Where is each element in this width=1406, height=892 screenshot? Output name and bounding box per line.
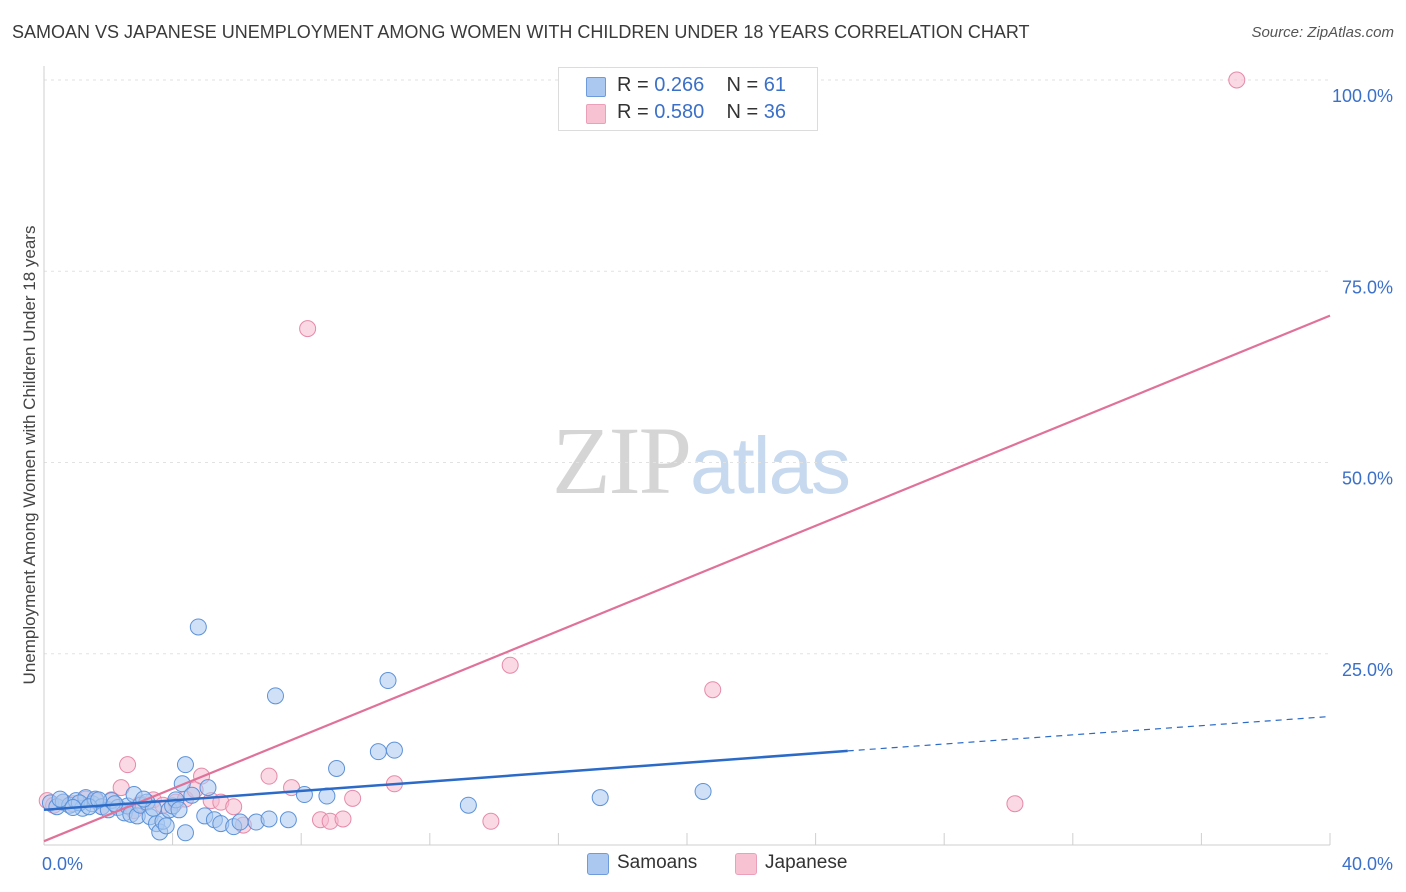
watermark: ZIPatlas xyxy=(552,405,851,516)
samoan-point xyxy=(328,760,346,777)
tick-labels: 25.0% 50.0% 75.0% 100.0% 0.0% 40.0% xyxy=(42,86,1393,874)
n-value: 61 xyxy=(763,74,787,96)
samoan-point xyxy=(176,756,194,774)
japanese-legend-label: Japanese xyxy=(765,852,848,873)
samoans-legend-label: Samoans xyxy=(617,852,698,873)
samoan-trend-extension xyxy=(847,715,1331,752)
samoan-point xyxy=(385,741,403,759)
samoans-swatch xyxy=(586,77,606,97)
axes xyxy=(43,66,1331,846)
japanese-point xyxy=(119,756,137,774)
samoan-point xyxy=(176,824,194,842)
japanese-point xyxy=(260,767,278,785)
japanese-trend-line xyxy=(43,314,1331,843)
samoan-point xyxy=(199,779,217,797)
samoan-point xyxy=(231,813,249,831)
samoan-point xyxy=(51,790,69,808)
samoan-point xyxy=(591,789,609,807)
samoan-point xyxy=(189,618,207,636)
japanese-point xyxy=(704,681,722,699)
samoan-point xyxy=(266,687,284,705)
r-label: R = xyxy=(617,74,655,96)
y-tick-label: 25.0% xyxy=(1342,660,1393,680)
correlation-legend: R = 0.266 N = 61 R = 0.580 N = 36 xyxy=(558,67,818,131)
watermark-atlas: atlas xyxy=(690,421,851,510)
samoan-point xyxy=(459,796,477,814)
samoan-point xyxy=(157,817,175,835)
watermark-zip: ZIP xyxy=(552,407,692,514)
n-label: N = xyxy=(726,101,764,123)
trend-lines xyxy=(43,314,1331,843)
y-tick-label: 100.0% xyxy=(1332,86,1393,106)
japanese-point xyxy=(299,320,317,338)
japanese-point xyxy=(1228,71,1246,89)
samoan-point xyxy=(279,811,297,829)
r-value: 0.266 xyxy=(654,74,705,96)
r-value: 0.580 xyxy=(654,101,705,123)
samoan-point xyxy=(183,786,201,804)
samoan-point xyxy=(295,786,313,804)
x-tick-label: 40.0% xyxy=(1342,854,1393,874)
grid xyxy=(44,79,1330,655)
japanese-point xyxy=(482,812,500,830)
japanese-point xyxy=(225,798,243,816)
samoan-trend-line xyxy=(43,749,848,812)
x-tick-label: 0.0% xyxy=(42,854,83,874)
japanese-point xyxy=(344,789,362,807)
samoan-point xyxy=(369,743,387,761)
n-value: 36 xyxy=(763,101,787,123)
chart-title: SAMOAN VS JAPANESE UNEMPLOYMENT AMONG WO… xyxy=(12,22,1030,42)
japanese-point xyxy=(501,656,519,674)
samoan-point xyxy=(694,782,712,800)
japanese-legend-swatch xyxy=(735,853,757,875)
japanese-point xyxy=(1006,795,1024,813)
y-axis-label: Unemployment Among Women with Children U… xyxy=(20,225,39,685)
y-tick-label: 75.0% xyxy=(1342,277,1393,297)
samoans-legend-swatch xyxy=(587,853,609,875)
n-label: N = xyxy=(726,74,764,96)
japanese-points xyxy=(38,71,1246,834)
samoan-points xyxy=(41,618,712,842)
source-label[interactable]: Source: ZipAtlas.com xyxy=(1251,24,1394,41)
japanese-swatch xyxy=(586,104,606,124)
samoan-point xyxy=(379,672,397,690)
samoan-point xyxy=(170,801,188,819)
samoan-point xyxy=(260,810,278,828)
japanese-point xyxy=(334,810,352,828)
samoan-point xyxy=(90,791,108,809)
r-label: R = xyxy=(617,101,655,123)
y-tick-label: 50.0% xyxy=(1342,469,1393,489)
